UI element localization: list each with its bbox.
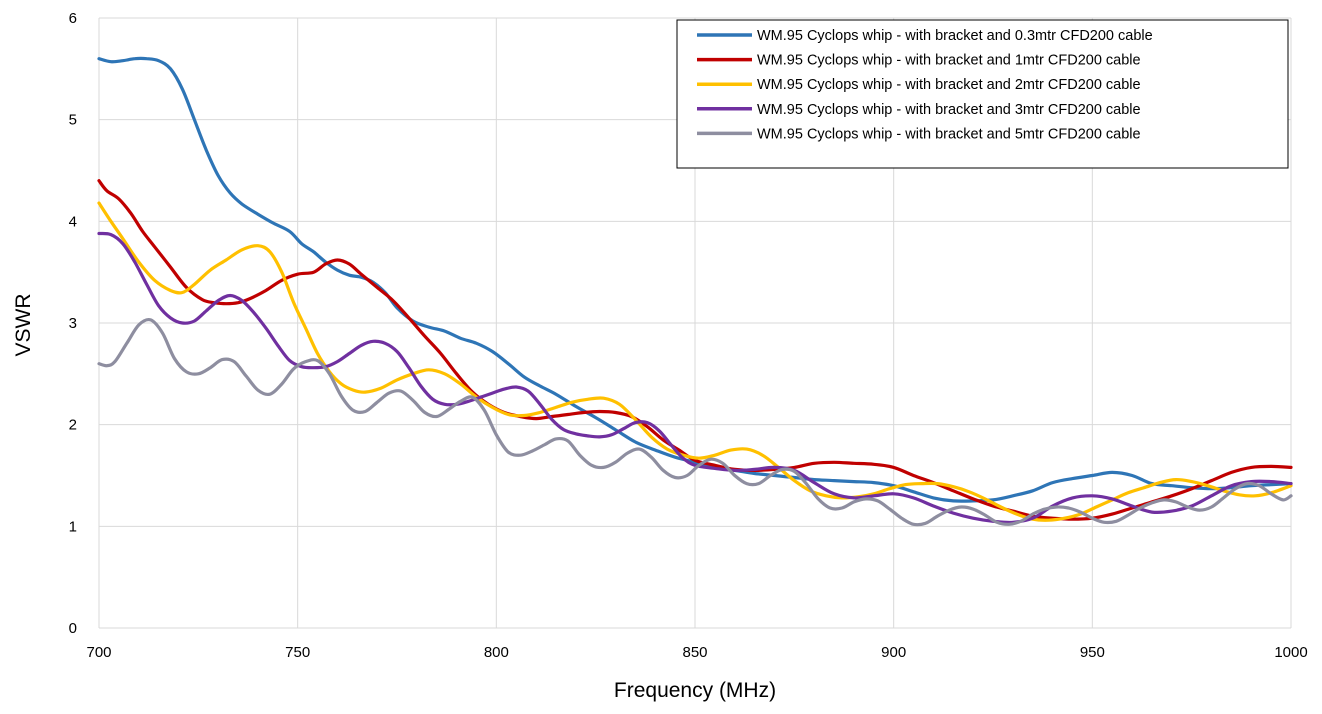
y-tick-label: 1 (69, 518, 77, 535)
x-tick-label: 950 (1080, 644, 1105, 661)
x-tick-label: 900 (881, 644, 906, 661)
y-tick-label: 3 (69, 315, 77, 332)
tick-labels: 700 750 800 850 900 950 1000 0 1 2 3 4 5 6 (69, 10, 1308, 661)
x-axis-title: Frequency (MHz) (614, 679, 776, 702)
x-tick-label: 850 (682, 644, 707, 661)
y-tick-label: 6 (69, 10, 77, 27)
x-tick-label: 750 (285, 644, 310, 661)
legend-label: WM.95 Cyclops whip - with bracket and 5m… (757, 126, 1141, 142)
legend-label: WM.95 Cyclops whip - with bracket and 3m… (757, 102, 1141, 118)
legend-label: WM.95 Cyclops whip - with bracket and 0.… (757, 28, 1153, 44)
y-tick-label: 2 (69, 417, 77, 434)
y-tick-label: 5 (69, 112, 77, 129)
y-tick-label: 4 (69, 213, 77, 230)
y-tick-label: 0 (69, 620, 77, 637)
legend-box (676, 19, 1289, 169)
x-tick-label: 1000 (1274, 644, 1307, 661)
x-tick-label: 800 (484, 644, 509, 661)
series-lines (97, 56, 1293, 527)
series-line-5 (97, 317, 1293, 527)
x-tick-label: 700 (86, 644, 111, 661)
series-line-3 (97, 201, 1293, 522)
legend: WM.95 Cyclops whip - with bracket and 0.… (676, 19, 1289, 169)
series-line-4 (97, 231, 1293, 525)
legend-label: WM.95 Cyclops whip - with bracket and 2m… (757, 77, 1141, 93)
y-axis-title: VSWR (12, 294, 35, 357)
legend-label: WM.95 Cyclops whip - with bracket and 1m… (757, 53, 1141, 69)
